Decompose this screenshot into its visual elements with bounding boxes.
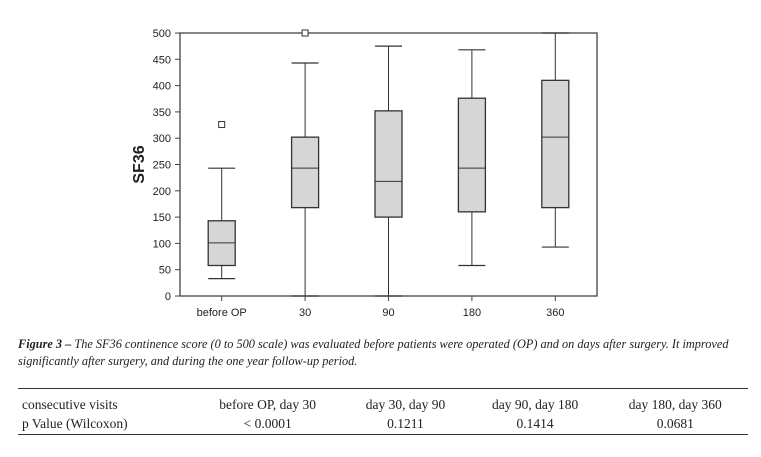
x-tick-label: 90	[382, 307, 394, 319]
boxplot-chart: 0 50 100 150 200 250 300 350 400 450 500 SF36 before…	[131, 28, 598, 319]
table-header-cell: day 90, day 180	[491, 397, 579, 412]
figure-caption: Figure 3 – The SF36 continence score (0 …	[18, 336, 753, 370]
x-tick-label: 180	[463, 307, 481, 319]
x-tick-label: 30	[299, 307, 311, 319]
y-tick-label: 350	[153, 107, 171, 119]
caption-label: Figure 3 –	[18, 337, 75, 351]
y-tick-label: 400	[153, 81, 171, 93]
table-value-row: p Value (Wilcoxon) < 0.0001 0.1211 0.141…	[18, 415, 748, 435]
y-axis-title: SF36	[131, 145, 148, 183]
table-header-cell: before OP, day 30	[219, 397, 317, 412]
y-tick-label: 0	[165, 291, 171, 303]
box-iqr	[374, 110, 403, 218]
y-tick-label: 50	[159, 265, 171, 277]
chart-svg: 0 50 100 150 200 250 300 350 400 450 500 SF36 before…	[131, 28, 598, 319]
table-value-cell: 0.0681	[656, 416, 694, 431]
box-iqr	[457, 97, 487, 213]
table-value-cell: 0.1211	[387, 416, 424, 431]
row-label-visits: consecutive visits	[22, 397, 118, 412]
y-tick-label: 450	[153, 54, 171, 66]
caption-text: The SF36 continence score (0 to 500 scal…	[18, 337, 729, 368]
y-tick-label: 500	[153, 28, 171, 40]
table-header-cell: day 30, day 90	[365, 397, 446, 412]
outlier-marker	[218, 121, 226, 129]
p-value-table: consecutive visits before OP, day 30 day…	[18, 388, 748, 435]
y-tick-label: 150	[153, 212, 171, 224]
box-iqr	[290, 136, 320, 209]
x-tick-label: before OP	[197, 307, 247, 319]
table-value-cell: 0.1414	[516, 416, 554, 431]
y-tick-label: 250	[153, 160, 171, 172]
y-tick-label: 200	[153, 186, 171, 198]
table-value-cell: < 0.0001	[243, 416, 292, 431]
table-header-row: consecutive visits before OP, day 30 day…	[18, 389, 748, 416]
y-tick-label: 100	[153, 238, 171, 250]
x-tick-label: 360	[546, 307, 564, 319]
table-header-cell: day 180, day 360	[628, 397, 722, 412]
y-tick-label: 300	[153, 133, 171, 145]
row-label-pvalue: p Value (Wilcoxon)	[22, 416, 128, 431]
box-iqr	[541, 79, 570, 209]
outlier-marker	[301, 29, 309, 37]
